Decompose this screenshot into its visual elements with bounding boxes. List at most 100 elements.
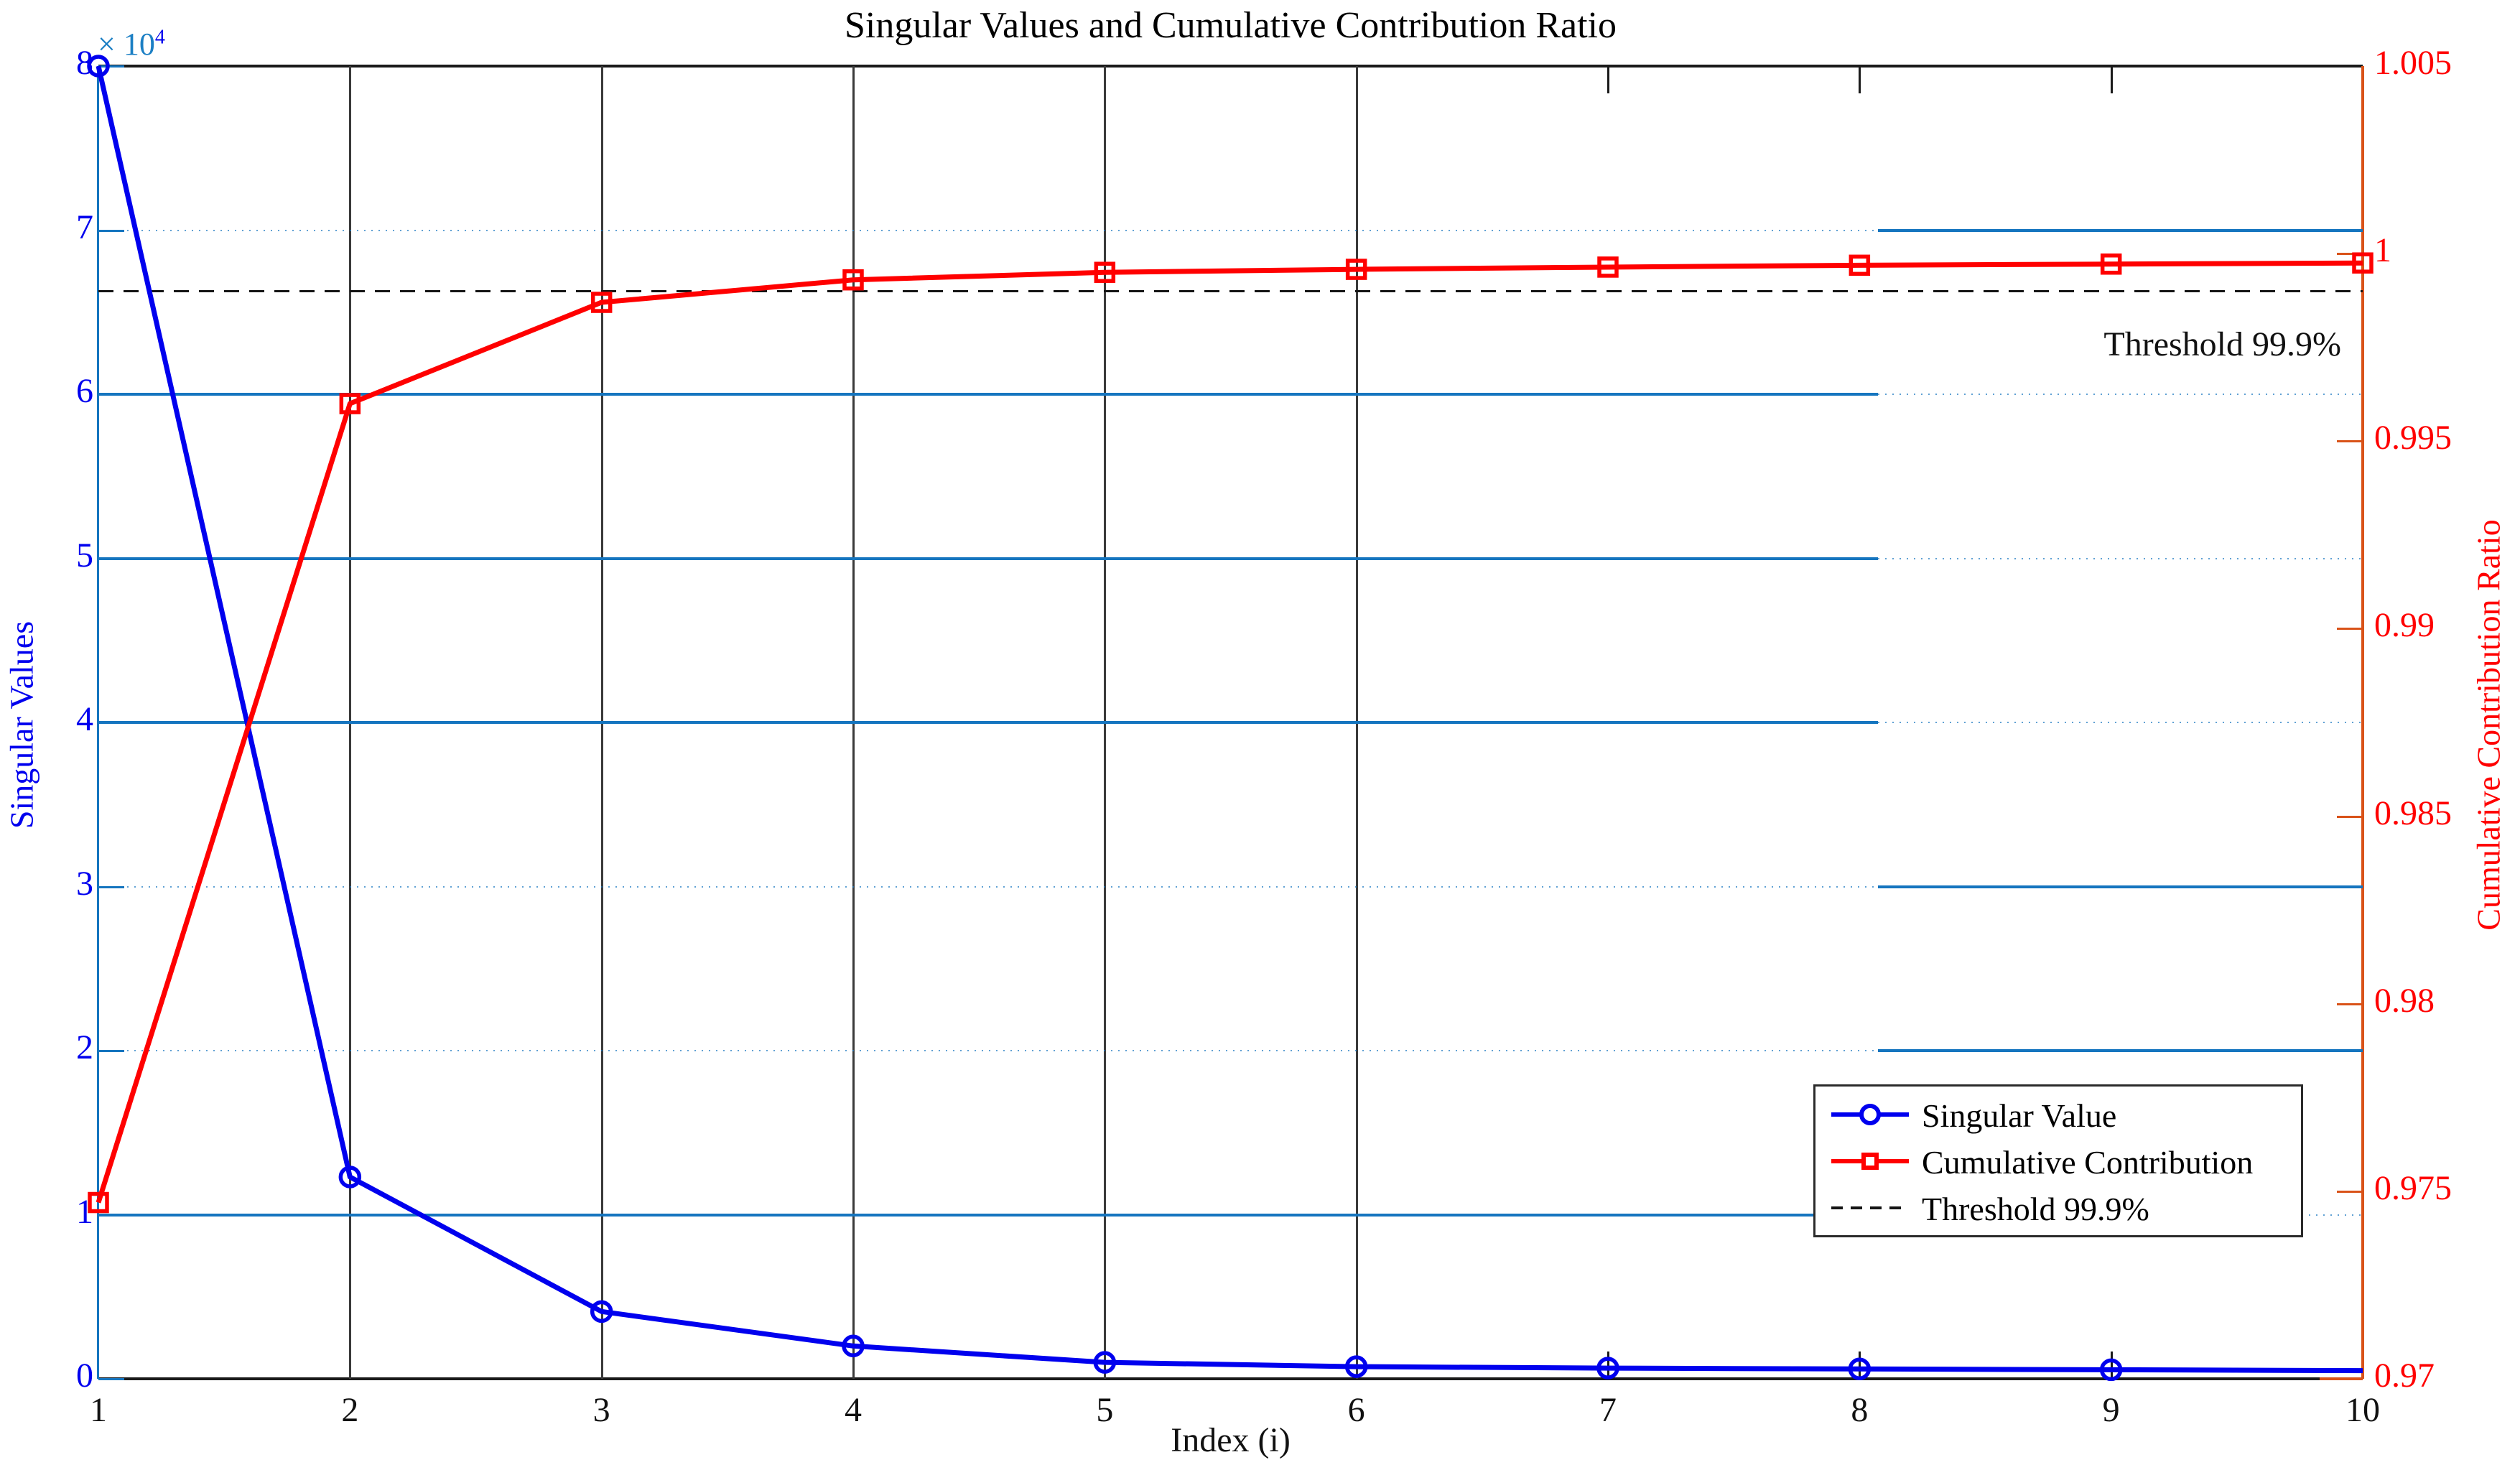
bottom-tick-x8 <box>1859 1352 1861 1379</box>
singular-value-marker-2 <box>338 1166 362 1188</box>
left-tick-label-5: 5 <box>76 536 93 574</box>
legend-item-singular-value: Singular Value <box>1815 1091 2301 1138</box>
right-axis-tick-0.985 <box>2337 815 2363 818</box>
x-tick-label-2: 2 <box>341 1391 359 1429</box>
cumulative-marker-6 <box>1345 259 1367 280</box>
x-tick-label-1: 1 <box>90 1391 107 1429</box>
singular-value-marker-4 <box>842 1334 865 1358</box>
multiplier-times-ten: × 10 <box>98 27 155 62</box>
left-axis-tick-5 <box>98 557 124 560</box>
right-spine <box>2361 66 2364 1379</box>
singular-value-marker-1 <box>87 55 110 78</box>
multiplier-exponent: 4 <box>154 26 165 49</box>
h-gridline-3 <box>1878 885 2363 888</box>
cumulative-marker-5 <box>1094 261 1116 284</box>
left-axis-tick-6 <box>98 394 124 396</box>
right-tick-label-0.98: 0.98 <box>2374 981 2435 1020</box>
legend-sample-threshold <box>1831 1184 1909 1232</box>
x-tick-label-10: 10 <box>2345 1391 2380 1429</box>
cumulative-marker-1 <box>88 1191 109 1214</box>
left-tick-label-2: 2 <box>76 1028 93 1066</box>
x-tick-label-6: 6 <box>1347 1391 1365 1429</box>
chart-title: Singular Values and Cumulative Contribut… <box>844 5 1617 46</box>
left-tick-label-3: 3 <box>76 864 93 903</box>
top-tick-x8 <box>1859 66 1861 93</box>
cumulative-marker-4 <box>842 269 864 291</box>
legend-label: Cumulative Contribution <box>1922 1144 2254 1181</box>
right-tick-label-1.005: 1.005 <box>2374 44 2452 82</box>
left-axis-tick-0 <box>98 1378 124 1380</box>
left-axis-tick-3 <box>98 885 124 888</box>
right-tick-label-1: 1 <box>2374 231 2391 270</box>
singular-value-marker-8 <box>1848 1357 1872 1381</box>
cumulative-marker-10 <box>2352 252 2373 274</box>
top-tick-x7 <box>1607 66 1609 93</box>
right-tick-label-0.985: 0.985 <box>2374 794 2452 832</box>
left-axis-tick-4 <box>98 722 124 724</box>
cumulative-marker-2 <box>339 393 361 414</box>
top-tick-x9 <box>2110 66 2113 93</box>
h-gridline-dotted-2 <box>98 1050 1878 1051</box>
legend-item-threshold: Threshold 99.9% <box>1815 1184 2301 1232</box>
right-axis-tick-1 <box>2337 253 2363 256</box>
x-tick-label-5: 5 <box>1096 1391 1114 1429</box>
cumulative-marker-3 <box>590 292 613 313</box>
legend-label: Singular Value <box>1922 1097 2117 1134</box>
square-marker-icon <box>1861 1153 1879 1170</box>
left-axis-tick-2 <box>98 1050 124 1052</box>
right-axis-tick-0.99 <box>2337 628 2363 631</box>
y-axis-multiplier: × 104 <box>98 26 165 62</box>
bottom-spine <box>98 1377 2363 1380</box>
x-tick-label-3: 3 <box>592 1391 610 1429</box>
legend-label: Threshold 99.9% <box>1922 1191 2149 1227</box>
left-tick-label-4: 4 <box>76 700 93 738</box>
singular-value-marker-5 <box>1093 1351 1117 1374</box>
left-axis-tick-8 <box>98 65 124 68</box>
singular-value-line <box>96 65 2363 1374</box>
h-gridline-5 <box>98 557 1878 560</box>
left-tick-label-0: 0 <box>76 1357 93 1395</box>
h-gridline-1 <box>98 1213 1878 1217</box>
x-tick-label-9: 9 <box>2102 1391 2120 1429</box>
left-spine <box>97 66 99 1379</box>
legend-item-cumulative-contribution: Cumulative Contribution <box>1815 1138 2301 1185</box>
cumulative-contribution-line <box>96 260 2363 1204</box>
legend-sample-cumulative-contribution <box>1831 1138 1909 1185</box>
cumulative-marker-8 <box>1849 254 1871 276</box>
bottom-tick-x7 <box>1607 1352 1609 1379</box>
dashed-line-sample <box>1831 1206 1903 1209</box>
right-tick-label-0.995: 0.995 <box>2374 419 2452 457</box>
h-gridline-dotted-6 <box>1878 394 2363 395</box>
h-gridline-dotted-4 <box>1878 722 2363 723</box>
right-axis-tick-0.98 <box>2337 1003 2363 1005</box>
bottom-tick-x9 <box>2110 1352 2113 1379</box>
right-axis-tick-0.975 <box>2337 1190 2363 1193</box>
threshold-line <box>98 290 2363 293</box>
h-gridline-dotted-5 <box>1878 557 2363 559</box>
h-gridline-4 <box>98 721 1878 724</box>
x-tick-label-4: 4 <box>845 1391 862 1429</box>
h-gridline-dotted-7 <box>98 229 1878 231</box>
left-axis-tick-7 <box>98 229 124 232</box>
right-tick-label-0.99: 0.99 <box>2374 606 2435 645</box>
h-gridline-2 <box>1878 1049 2363 1052</box>
legend: Singular Value Cumulative Contribution T… <box>1813 1084 2303 1237</box>
top-spine <box>98 65 2363 68</box>
left-tick-label-7: 7 <box>76 208 93 246</box>
singular-value-marker-9 <box>2099 1358 2123 1382</box>
right-tick-label-0.975: 0.975 <box>2374 1168 2452 1207</box>
left-axis-tick-1 <box>98 1214 124 1217</box>
singular-value-marker-6 <box>1344 1355 1368 1378</box>
x-tick-label-7: 7 <box>1599 1391 1617 1429</box>
left-tick-label-6: 6 <box>76 372 93 410</box>
singular-value-marker-7 <box>1596 1357 1619 1380</box>
cumulative-marker-7 <box>1597 256 1619 278</box>
h-gridline-6 <box>98 393 1878 396</box>
h-gridline-7 <box>1878 228 2363 232</box>
right-axis-tick-0.995 <box>2337 440 2363 443</box>
threshold-annotation: Threshold 99.9% <box>2103 325 2341 363</box>
circle-marker-icon <box>1859 1104 1881 1125</box>
x-axis-label: Index (i) <box>1171 1421 1291 1459</box>
